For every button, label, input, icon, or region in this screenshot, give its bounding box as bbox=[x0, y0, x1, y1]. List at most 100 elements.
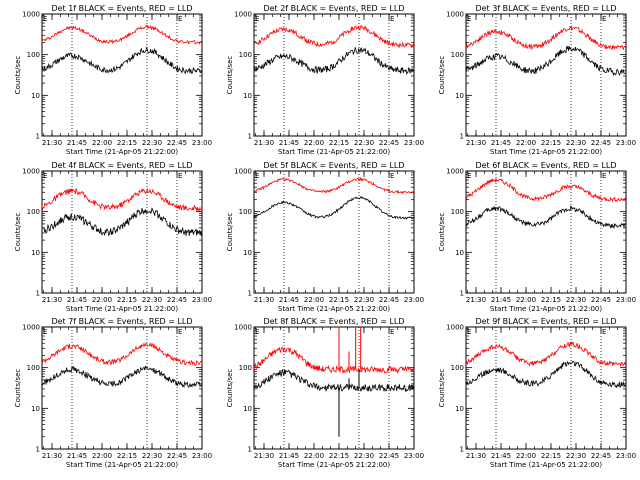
interval-start-marker: E bbox=[43, 328, 47, 336]
y-tick-label: 1000 bbox=[446, 11, 464, 19]
x-axis-label: Start Time (21-Apr-05 21:22:00) bbox=[66, 148, 178, 156]
panel-title: Det 6f BLACK = Events, RED = LLD bbox=[475, 161, 616, 170]
series-line-black bbox=[253, 369, 414, 393]
x-tick-label: 21:30 bbox=[466, 296, 486, 304]
x-tick-label: 23:00 bbox=[404, 452, 424, 460]
x-axis-label: Start Time (21-Apr-05 21:22:00) bbox=[490, 148, 602, 156]
series-line-black bbox=[253, 196, 414, 220]
x-tick-label: 21:30 bbox=[466, 452, 486, 460]
x-tick-label: 22:30 bbox=[354, 296, 374, 304]
series-line-black bbox=[465, 360, 626, 389]
plot-frame bbox=[253, 326, 415, 450]
interval-start-marker: E bbox=[255, 172, 259, 180]
panel-4: Det 4f BLACK = Events, RED = LLD 1 10 100 10… bbox=[14, 161, 212, 313]
x-tick-label: 23:00 bbox=[404, 139, 424, 147]
x-tick-label: 22:45 bbox=[591, 452, 611, 460]
x-tick-label: 22:30 bbox=[354, 139, 374, 147]
x-tick-label: 22:45 bbox=[167, 452, 187, 460]
interval-end-marker: E bbox=[602, 328, 606, 336]
x-tick-label: 22:45 bbox=[167, 139, 187, 147]
y-tick-label: 10 bbox=[31, 249, 40, 257]
x-tick-label: 22:45 bbox=[591, 139, 611, 147]
y-tick-label: 1 bbox=[248, 446, 252, 454]
x-tick-label: 22:30 bbox=[142, 139, 162, 147]
x-tick-label: 23:00 bbox=[192, 139, 212, 147]
x-tick-label: 21:45 bbox=[491, 296, 511, 304]
plot-frame bbox=[465, 326, 627, 450]
y-tick-label: 10 bbox=[455, 92, 464, 100]
series-line-red bbox=[465, 178, 626, 203]
x-axis-label: Start Time (21-Apr-05 21:22:00) bbox=[66, 305, 178, 313]
x-tick-label: 21:30 bbox=[466, 139, 486, 147]
y-tick-label: 100 bbox=[27, 51, 40, 59]
y-axis-label: Counts/sec bbox=[14, 369, 22, 408]
x-tick-label: 22:15 bbox=[117, 452, 137, 460]
x-tick-label: 22:00 bbox=[304, 296, 324, 304]
series-line-black bbox=[41, 207, 202, 237]
x-tick-label: 22:00 bbox=[304, 139, 324, 147]
x-tick-label: 22:15 bbox=[329, 296, 349, 304]
x-tick-label: 22:00 bbox=[516, 139, 536, 147]
y-tick-label: 1000 bbox=[22, 324, 40, 332]
series-line-red bbox=[465, 24, 626, 51]
x-tick-label: 21:30 bbox=[42, 139, 62, 147]
y-tick-label: 1000 bbox=[446, 324, 464, 332]
panel-6: Det 6f BLACK = Events, RED = LLD 1 10 100 10… bbox=[438, 161, 636, 313]
plot-frame bbox=[41, 170, 203, 294]
y-tick-label: 100 bbox=[451, 364, 464, 372]
panel-title: Det 4f BLACK = Events, RED = LLD bbox=[51, 161, 192, 170]
y-tick-label: 1000 bbox=[22, 11, 40, 19]
x-tick-label: 23:00 bbox=[616, 296, 636, 304]
x-tick-label: 22:30 bbox=[566, 296, 586, 304]
interval-end-marker: E bbox=[178, 172, 182, 180]
panel-title: Det 9f BLACK = Events, RED = LLD bbox=[475, 317, 616, 326]
x-tick-label: 21:30 bbox=[254, 139, 274, 147]
y-axis-label: Counts/sec bbox=[14, 56, 22, 95]
y-tick-label: 1 bbox=[248, 133, 252, 141]
x-tick-label: 23:00 bbox=[616, 452, 636, 460]
interval-end-marker: E bbox=[178, 328, 182, 336]
plot-frame bbox=[253, 13, 415, 137]
x-tick-label: 22:00 bbox=[92, 452, 112, 460]
interval-end-marker: E bbox=[390, 172, 394, 180]
y-axis-label: Counts/sec bbox=[226, 56, 234, 95]
series-line-red bbox=[41, 187, 202, 213]
interval-start-marker: E bbox=[467, 15, 471, 23]
y-tick-label: 1 bbox=[460, 446, 464, 454]
x-axis-label: Start Time (21-Apr-05 21:22:00) bbox=[278, 305, 390, 313]
series-line-red bbox=[253, 176, 414, 195]
panel-title: Det 8f BLACK = Events, RED = LLD bbox=[263, 317, 404, 326]
x-tick-label: 22:00 bbox=[516, 452, 536, 460]
plot-frame bbox=[41, 13, 203, 137]
y-tick-label: 100 bbox=[451, 51, 464, 59]
y-tick-label: 1000 bbox=[22, 168, 40, 176]
series-line-black bbox=[253, 47, 414, 76]
x-tick-label: 21:30 bbox=[42, 452, 62, 460]
series-line-red bbox=[41, 24, 202, 45]
x-tick-label: 21:30 bbox=[254, 452, 274, 460]
x-tick-label: 22:30 bbox=[142, 296, 162, 304]
x-axis-label: Start Time (21-Apr-05 21:22:00) bbox=[278, 148, 390, 156]
interval-start-marker: E bbox=[43, 172, 47, 180]
plot-frame bbox=[253, 170, 415, 294]
x-tick-label: 22:00 bbox=[516, 296, 536, 304]
y-axis-label: Counts/sec bbox=[226, 369, 234, 408]
x-tick-label: 21:45 bbox=[279, 139, 299, 147]
y-tick-label: 10 bbox=[455, 249, 464, 257]
y-tick-label: 10 bbox=[243, 249, 252, 257]
x-tick-label: 21:30 bbox=[42, 296, 62, 304]
x-tick-label: 22:00 bbox=[92, 296, 112, 304]
series-line-red bbox=[253, 25, 414, 49]
panel-title: Det 3f BLACK = Events, RED = LLD bbox=[475, 4, 616, 13]
x-tick-label: 21:45 bbox=[67, 296, 87, 304]
y-tick-label: 10 bbox=[455, 405, 464, 413]
series-line-red bbox=[41, 342, 202, 366]
panel-8: Det 8f BLACK = Events, RED = LLD 1 10 100 10… bbox=[226, 317, 424, 469]
x-tick-label: 21:45 bbox=[67, 452, 87, 460]
x-tick-label: 22:30 bbox=[142, 452, 162, 460]
y-tick-label: 1 bbox=[36, 290, 40, 298]
y-axis-label: Counts/sec bbox=[226, 213, 234, 252]
x-tick-label: 22:45 bbox=[379, 296, 399, 304]
x-tick-label: 21:45 bbox=[67, 139, 87, 147]
